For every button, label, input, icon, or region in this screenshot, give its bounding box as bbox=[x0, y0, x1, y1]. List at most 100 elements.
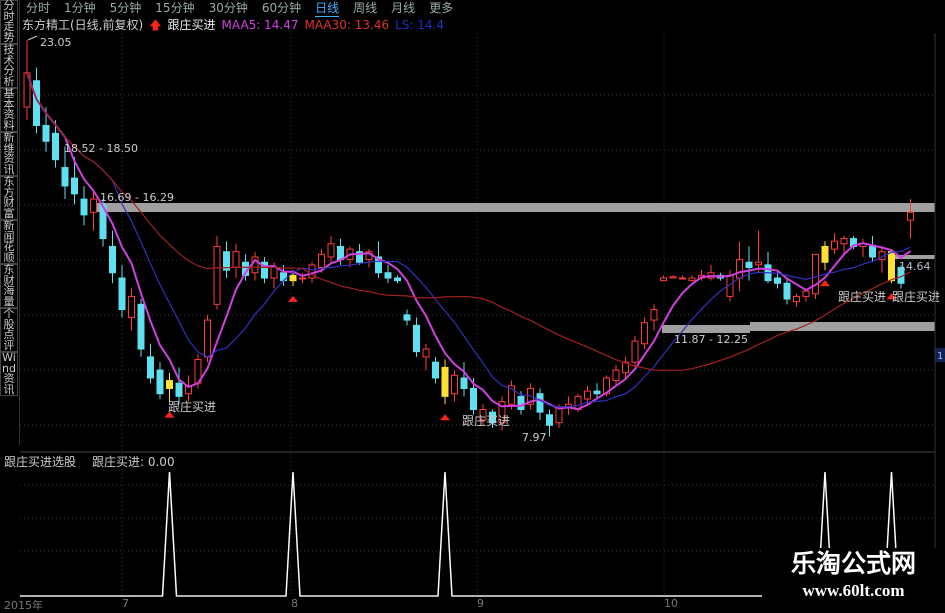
buy-arrow-icon bbox=[820, 280, 830, 287]
candle-body bbox=[660, 277, 667, 282]
candle-body bbox=[71, 177, 78, 195]
support-band bbox=[662, 325, 750, 333]
level-band bbox=[895, 255, 935, 259]
candle-body bbox=[118, 277, 126, 311]
candle-body bbox=[793, 295, 800, 303]
low-price-label: 7.97 bbox=[522, 431, 547, 444]
candle-body bbox=[232, 251, 240, 268]
x-axis-label: 7 bbox=[122, 597, 129, 610]
candle-body bbox=[736, 259, 743, 279]
candle-body bbox=[147, 356, 154, 379]
ls-value: LS: 14.4 bbox=[395, 18, 444, 32]
candle-body bbox=[403, 314, 411, 321]
candle-body bbox=[223, 251, 230, 271]
candle-body bbox=[745, 261, 753, 268]
candle-body bbox=[299, 277, 306, 280]
buy-arrow-icon bbox=[440, 414, 450, 421]
candle-body bbox=[166, 380, 173, 389]
buy-arrow-icon bbox=[886, 293, 897, 300]
candle-body bbox=[137, 303, 145, 350]
lower-panel-title: 跟庄买进选股 bbox=[4, 454, 76, 469]
sidebar-tab[interactable]: 技术分析 bbox=[0, 44, 18, 88]
sidebar-tab[interactable]: 基本资料 bbox=[0, 88, 18, 132]
candle-body bbox=[441, 366, 449, 397]
candle-body bbox=[622, 361, 629, 374]
period-tab[interactable]: 月线 bbox=[391, 1, 416, 15]
candle-body bbox=[270, 266, 278, 279]
candle-body bbox=[337, 245, 344, 261]
candle-body bbox=[774, 277, 781, 284]
candle-body bbox=[802, 290, 810, 297]
candle-body bbox=[546, 414, 553, 426]
info-bar: 东方精工(日线,前复权) 🡅 跟庄买进 MAA5: 14.47 MAA30: 1… bbox=[22, 17, 444, 33]
candle-body bbox=[99, 203, 107, 240]
candle-body bbox=[213, 245, 221, 305]
period-tab[interactable]: 日线 bbox=[315, 1, 340, 17]
signal-peak bbox=[162, 471, 177, 597]
sidebar-tab[interactable]: 个股点评 bbox=[0, 308, 18, 352]
sidebar-tab[interactable]: Wind资讯 bbox=[0, 352, 18, 396]
arrow-up-icon: 🡅 bbox=[149, 18, 162, 32]
candle-body bbox=[109, 245, 116, 274]
watermark-title: 乐淘公式网 bbox=[790, 549, 916, 578]
signal-label: 跟庄买进 bbox=[838, 289, 886, 304]
period-tab[interactable]: 5分钟 bbox=[109, 1, 142, 15]
candle-body bbox=[80, 198, 88, 216]
sidebar-tab[interactable]: 新维资讯 bbox=[0, 132, 18, 176]
sidebar-tab[interactable]: 东方财富 bbox=[0, 176, 18, 220]
candle-body bbox=[783, 282, 791, 300]
period-tab[interactable]: 60分钟 bbox=[261, 1, 302, 15]
sidebar-tab[interactable]: 新闻花顺 bbox=[0, 220, 18, 264]
x-axis-label: 2015年 bbox=[4, 599, 43, 612]
buy-arrow-icon bbox=[164, 411, 175, 418]
ma30-value: MAA30: 13.46 bbox=[304, 18, 390, 32]
watermark: 乐淘公式网 www.60lt.com bbox=[762, 548, 945, 609]
candle-body bbox=[61, 167, 69, 187]
candle-body bbox=[460, 377, 468, 389]
x-axis-label: 9 bbox=[477, 597, 484, 610]
candle-body bbox=[508, 385, 515, 405]
candle-body bbox=[327, 243, 335, 258]
period-tab[interactable]: 分时 bbox=[26, 1, 51, 15]
signal-label: 跟庄买进 bbox=[168, 399, 216, 414]
candle-body bbox=[755, 261, 762, 266]
signal-peak bbox=[285, 471, 301, 597]
candle-body bbox=[821, 245, 829, 263]
period-tab[interactable]: 30分钟 bbox=[208, 1, 248, 15]
sidebar: 分时走势 技术分析 基本资料 新维资讯 东方财富 新闻花顺 东财海量 个股点评 Wind资讯 bbox=[0, 0, 20, 445]
candle-body bbox=[384, 272, 392, 279]
sidebar-tab[interactable]: 分时走势 bbox=[0, 0, 18, 44]
period-tab[interactable]: 周线 bbox=[353, 1, 378, 15]
candle-body bbox=[907, 211, 914, 221]
resistance-band bbox=[90, 203, 935, 212]
candle-body bbox=[175, 382, 183, 397]
candle-body bbox=[688, 277, 696, 282]
candle-body bbox=[375, 256, 382, 274]
indicator-name: 跟庄买进 bbox=[167, 18, 216, 32]
high-price-label: 23.05 bbox=[40, 36, 72, 49]
candle-body bbox=[432, 361, 439, 379]
candle-body bbox=[42, 124, 50, 142]
signal-label: 跟庄买进 bbox=[462, 413, 510, 428]
period-tab[interactable]: 15分钟 bbox=[155, 1, 195, 15]
candle-body bbox=[413, 324, 420, 353]
candle-body bbox=[356, 251, 363, 263]
watermark-url: www.60lt.com bbox=[802, 581, 905, 600]
candle-body bbox=[289, 274, 297, 282]
candle-body bbox=[498, 401, 506, 424]
buy-arrow-icon bbox=[288, 295, 298, 302]
candle-body bbox=[204, 319, 211, 358]
signal-label: 跟庄买进 bbox=[892, 289, 940, 304]
sidebar-tab[interactable]: 东财海量 bbox=[0, 264, 18, 308]
candle-body bbox=[650, 309, 658, 321]
period-tab[interactable]: 更多 bbox=[429, 1, 454, 15]
signal-peak bbox=[437, 471, 453, 597]
candle-body bbox=[669, 276, 677, 279]
candle-body bbox=[593, 390, 601, 395]
candle-body bbox=[612, 369, 620, 382]
right-marker bbox=[935, 348, 945, 362]
period-tab[interactable]: 1分钟 bbox=[64, 1, 96, 15]
ma5-line bbox=[26, 72, 912, 411]
ma10-line bbox=[26, 72, 911, 408]
